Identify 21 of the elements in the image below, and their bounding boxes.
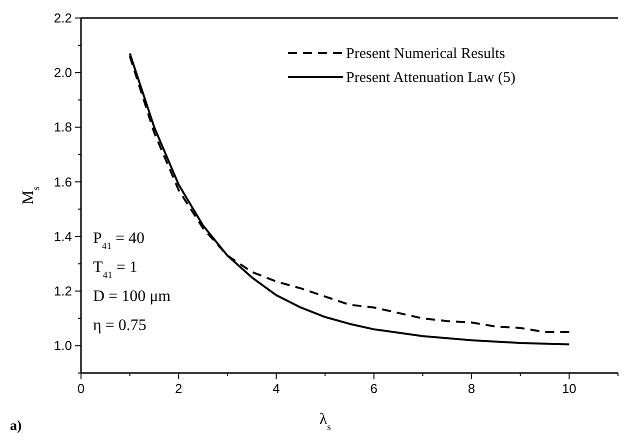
x-tick-label: 6 — [370, 381, 378, 396]
x-tick-label: 4 — [272, 381, 280, 396]
x-tick-label: 8 — [468, 381, 476, 396]
annotation: D = 100 μm — [93, 288, 172, 305]
x-axis-title: λ$_{s}$ — [319, 411, 332, 432]
annotation: T$_{41}$ = 1 — [93, 259, 138, 280]
legend-label: Present Numerical Results — [346, 46, 506, 62]
x-tick-label: 10 — [562, 381, 576, 396]
y-tick-label: 1.6 — [54, 174, 72, 190]
text: a) — [10, 419, 22, 434]
x-tick-label: 2 — [175, 381, 182, 396]
x-tick-label: 0 — [77, 381, 85, 396]
y-tick-label: 1.0 — [54, 338, 72, 354]
annotation: η = 0.75 — [93, 317, 146, 334]
y-tick-label: 1.4 — [54, 228, 72, 244]
y-tick-label: 1.8 — [54, 120, 72, 135]
annotation: P$_{41}$ = 40 — [93, 230, 145, 252]
y-tick-label: 2.2 — [54, 10, 72, 26]
legend-label: Present Attenuation Law (5) — [346, 70, 516, 86]
y-tick-label: 1.2 — [54, 284, 72, 299]
y-tick-label: 2.0 — [54, 65, 72, 80]
